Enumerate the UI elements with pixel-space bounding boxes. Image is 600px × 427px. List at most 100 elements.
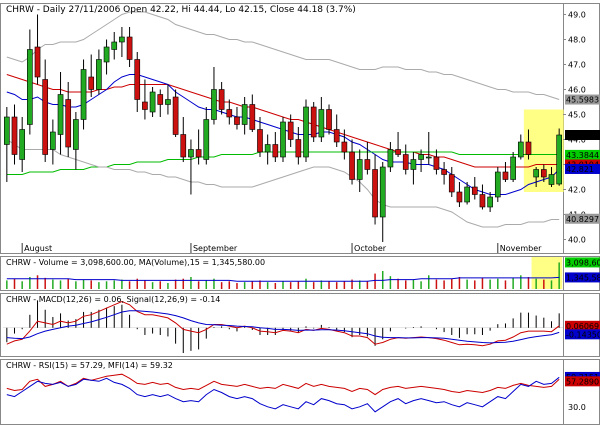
candle-body bbox=[11, 116, 18, 155]
volume-label: 3,098,600 bbox=[566, 258, 600, 267]
candle-body bbox=[103, 46, 110, 63]
candle-body bbox=[241, 104, 248, 125]
candle-body bbox=[188, 149, 194, 158]
candle-body bbox=[27, 49, 33, 125]
candle-body bbox=[487, 196, 493, 208]
volume-label: 1,345,580 bbox=[566, 273, 600, 282]
macd-series-line-0 bbox=[6, 301, 560, 347]
rsi-series-line-1 bbox=[6, 376, 560, 413]
candle-body bbox=[556, 134, 562, 185]
price-tick-label: 48.0 bbox=[568, 36, 586, 45]
candle-body bbox=[272, 144, 279, 158]
candle-body bbox=[356, 159, 363, 180]
rsi-label: 57.2890 bbox=[566, 377, 599, 386]
candle-body bbox=[142, 101, 148, 110]
candle-body bbox=[395, 149, 401, 155]
candle-body bbox=[295, 139, 302, 158]
candle-body bbox=[318, 109, 325, 138]
candle-body bbox=[211, 89, 217, 120]
candle-body bbox=[525, 141, 532, 155]
candle-body bbox=[195, 149, 202, 158]
candle-body bbox=[57, 94, 64, 135]
candle-body bbox=[372, 169, 378, 218]
candle-body bbox=[65, 99, 72, 148]
volume-ma-line bbox=[6, 276, 560, 282]
macd-label: -0.14350 bbox=[566, 330, 600, 339]
macd-series-line-1 bbox=[6, 310, 560, 344]
month-label: September bbox=[193, 244, 238, 253]
candle-body bbox=[540, 169, 547, 178]
candle-body bbox=[379, 166, 386, 218]
panel-frame-2 bbox=[0, 293, 600, 357]
month-label: October bbox=[354, 244, 387, 253]
candle-body bbox=[180, 134, 187, 158]
price-label-bg bbox=[565, 94, 600, 105]
candle-body bbox=[149, 91, 156, 113]
price-title: CHRW - Daily 27/11/2006 Open 42.22, Hi 4… bbox=[6, 5, 356, 15]
candle-body bbox=[464, 186, 470, 203]
panel-frame-3 bbox=[0, 359, 600, 425]
candle-body bbox=[502, 171, 509, 180]
candle-body bbox=[73, 119, 79, 150]
rsi-series-line-0 bbox=[6, 373, 560, 396]
candle-body bbox=[165, 99, 171, 105]
candle-body bbox=[80, 69, 87, 120]
price-tick-label: 47.0 bbox=[568, 61, 586, 70]
price-label-bg bbox=[565, 213, 600, 224]
candle-body bbox=[172, 96, 179, 135]
rsi-title: CHRW - RSI(15) = 57.29, MFI(14) = 59.32 bbox=[6, 361, 173, 370]
macd-title: CHRW - MACD(12,26) = 0.06, Signal(12,26,… bbox=[6, 295, 220, 304]
volume-label-bg bbox=[565, 257, 600, 268]
month-label: August bbox=[24, 244, 52, 253]
candle-body bbox=[387, 149, 394, 168]
candle-body bbox=[471, 186, 478, 195]
price-label-bg bbox=[565, 149, 600, 160]
candle-body bbox=[157, 94, 164, 105]
price-label-bg bbox=[565, 163, 600, 174]
price-tick-label: 49.0 bbox=[568, 11, 586, 20]
candle-body bbox=[96, 59, 102, 90]
candle-body bbox=[111, 41, 118, 50]
candle-body bbox=[119, 36, 125, 43]
candle-body bbox=[533, 169, 539, 178]
macd-label-bg bbox=[565, 320, 600, 331]
candle-body bbox=[50, 131, 56, 150]
candle-body bbox=[4, 116, 10, 145]
candle-body bbox=[88, 76, 95, 90]
candle-body bbox=[310, 106, 317, 138]
candle-body bbox=[126, 36, 133, 60]
rsi-label-bg bbox=[565, 376, 600, 387]
candle-body bbox=[42, 79, 49, 155]
candle-body bbox=[456, 191, 463, 203]
overlay-line-3 bbox=[6, 11, 560, 100]
candle-body bbox=[510, 156, 516, 180]
candle-body bbox=[264, 144, 271, 153]
candle-body bbox=[410, 159, 417, 170]
price-label-bg bbox=[565, 130, 600, 140]
candle-body bbox=[517, 141, 524, 158]
overlay-line-4 bbox=[6, 139, 560, 228]
rsi-tick-label: 30.0 bbox=[568, 403, 586, 412]
candle-body bbox=[349, 151, 355, 180]
candle-body bbox=[226, 109, 233, 118]
macd-label-bg bbox=[565, 329, 600, 340]
candle-body bbox=[402, 154, 409, 170]
macd-label: 0.06069 bbox=[566, 322, 599, 331]
candle-body bbox=[303, 106, 309, 158]
candle-body bbox=[479, 194, 486, 208]
price-tick-label: 46.0 bbox=[568, 86, 586, 95]
candle-body bbox=[333, 129, 340, 143]
candle-body bbox=[34, 46, 41, 78]
candle-body bbox=[441, 169, 447, 175]
volume-label-bg bbox=[565, 272, 600, 283]
price-label: 42.821 bbox=[566, 165, 594, 174]
panel-frame-0 bbox=[0, 3, 600, 254]
candle-body bbox=[548, 174, 555, 185]
volume-title: CHRW - Volume = 3,098,600.00, MA(Volume)… bbox=[6, 258, 265, 267]
price-label: 45.5983 bbox=[566, 96, 599, 105]
candle-body bbox=[448, 174, 455, 193]
candle-body bbox=[280, 121, 286, 158]
price-tick-label: 45.0 bbox=[568, 111, 586, 120]
candle-body bbox=[234, 116, 240, 125]
